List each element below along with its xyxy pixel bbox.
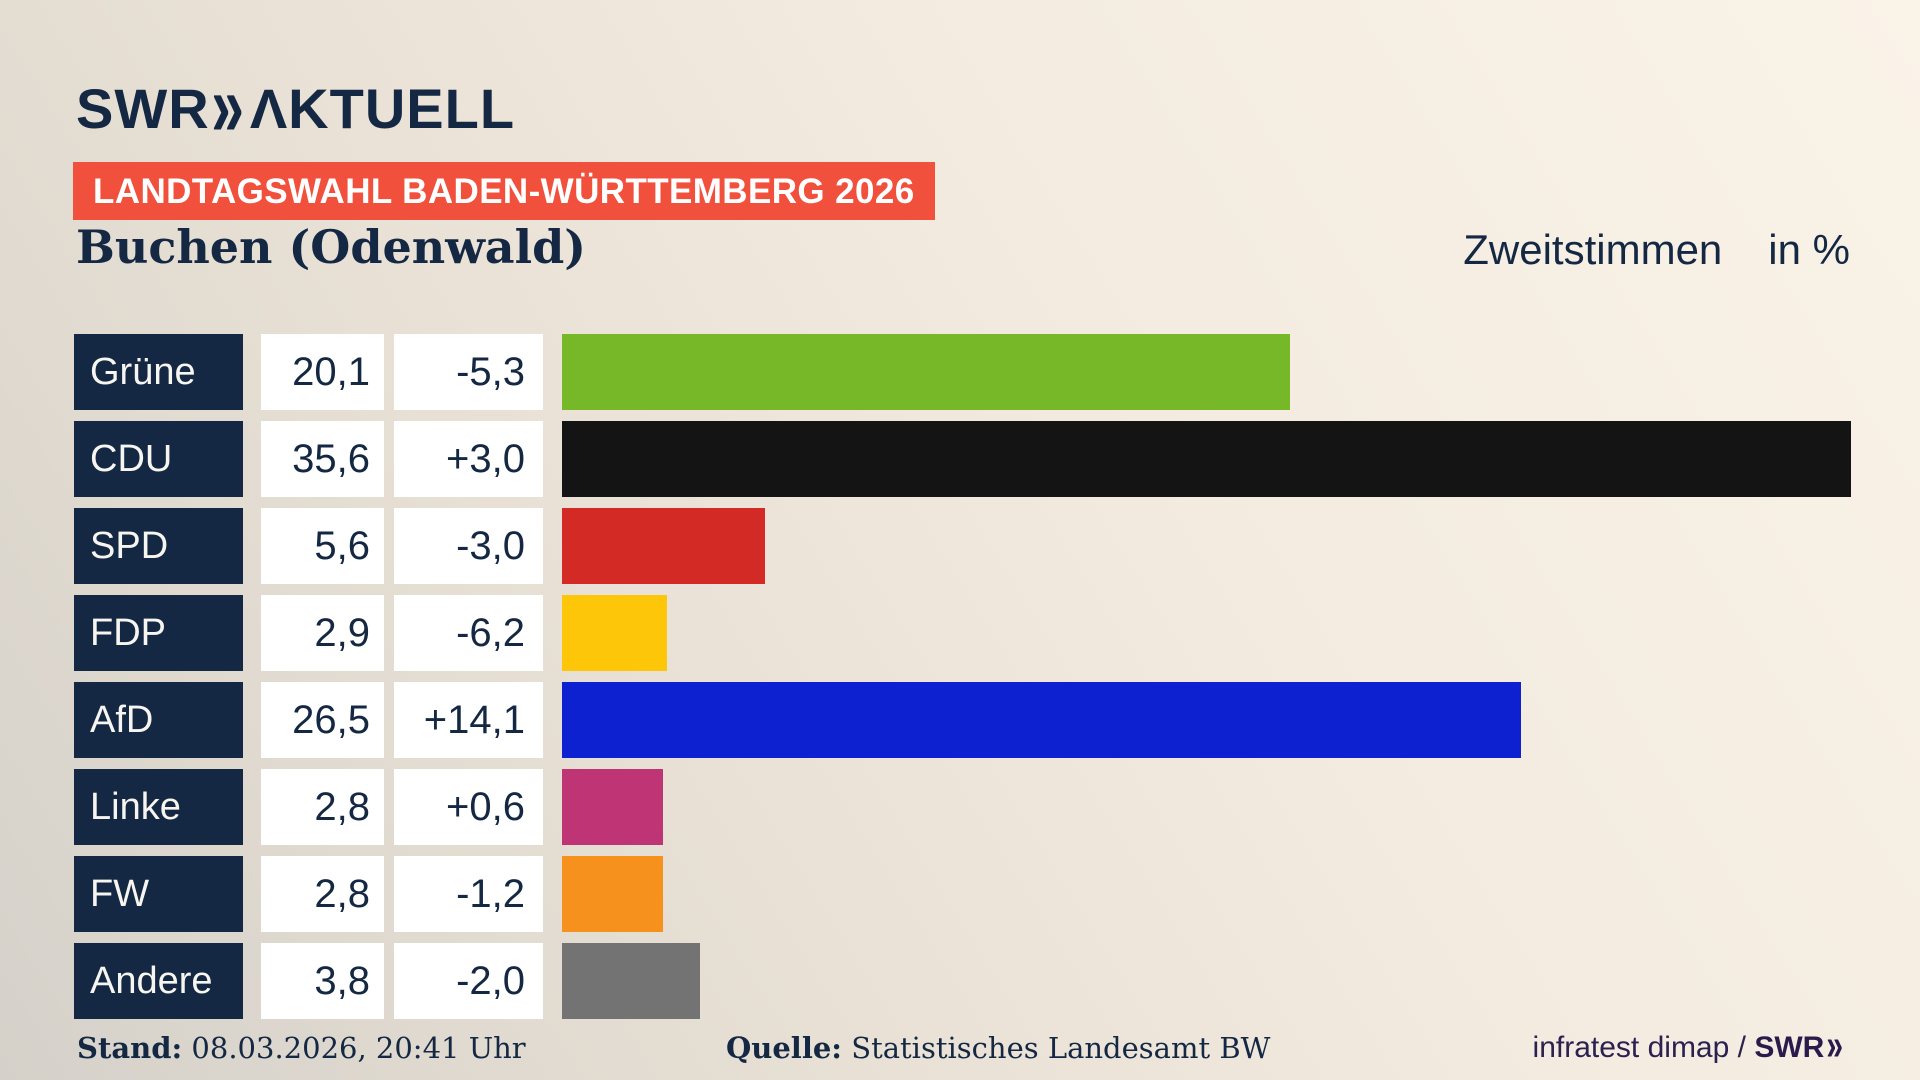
party-label: Andere <box>74 943 243 1019</box>
result-row: FDP 2,9 -6,2 <box>0 595 1920 671</box>
result-bar <box>562 595 667 671</box>
change-cell: +3,0 <box>394 421 543 497</box>
stand-timestamp: Stand: 08.03.2026, 20:41 Uhr <box>77 1031 526 1065</box>
value-cell: 2,9 <box>261 595 384 671</box>
double-chevron-icon: » <box>210 56 245 155</box>
change-cell: -3,0 <box>394 508 543 584</box>
result-row: AfD 26,5 +14,1 <box>0 682 1920 758</box>
election-banner: LANDTAGSWAHL BADEN-WÜRTTEMBERG 2026 <box>73 162 935 220</box>
quelle-label: Quelle: <box>726 1031 842 1065</box>
credit-text: infratest dimap / <box>1532 1031 1755 1064</box>
value-cell: 2,8 <box>261 769 384 845</box>
result-bar <box>562 421 1851 497</box>
change-cell: -6,2 <box>394 595 543 671</box>
result-bar <box>562 508 765 584</box>
change-cell: -1,2 <box>394 856 543 932</box>
value-cell: 35,6 <box>261 421 384 497</box>
credit-note: infratest dimap / SWR» <box>1532 1022 1843 1070</box>
source-note: Quelle: Statistisches Landesamt BW <box>726 1031 1270 1065</box>
footer: Stand: 08.03.2026, 20:41 Uhr Quelle: Sta… <box>0 1022 1920 1071</box>
logo-swr-text: SWR <box>76 77 210 140</box>
party-label: AfD <box>74 682 243 758</box>
credit-swr-logo: SWR <box>1754 1031 1825 1064</box>
party-label: Linke <box>74 769 243 845</box>
result-row: Andere 3,8 -2,0 <box>0 943 1920 1019</box>
credit-chevron-icon: » <box>1826 1021 1843 1070</box>
vote-type-label: Zweitstimmen <box>1463 226 1723 273</box>
value-cell: 2,8 <box>261 856 384 932</box>
value-cell: 20,1 <box>261 334 384 410</box>
result-row: Grüne 20,1 -5,3 <box>0 334 1920 410</box>
result-bar <box>562 682 1521 758</box>
change-cell: -2,0 <box>394 943 543 1019</box>
change-cell: -5,3 <box>394 334 543 410</box>
result-row: CDU 35,6 +3,0 <box>0 421 1920 497</box>
swr-aktuell-logo: SWR»ΛKTUELL <box>76 57 516 155</box>
result-row: FW 2,8 -1,2 <box>0 856 1920 932</box>
change-cell: +14,1 <box>394 682 543 758</box>
result-row: Linke 2,8 +0,6 <box>0 769 1920 845</box>
result-bar <box>562 856 663 932</box>
result-bar <box>562 943 700 1019</box>
result-bar <box>562 334 1290 410</box>
quelle-value: Statistisches Landesamt BW <box>851 1031 1271 1065</box>
stand-label: Stand: <box>77 1031 183 1065</box>
party-label: SPD <box>74 508 243 584</box>
page-title: Buchen (Odenwald) <box>76 220 587 274</box>
value-cell: 3,8 <box>261 943 384 1019</box>
logo-aktuell-text: ΛKTUELL <box>249 77 516 140</box>
party-label: FDP <box>74 595 243 671</box>
stand-value: 08.03.2026, 20:41 Uhr <box>191 1031 526 1065</box>
party-label: FW <box>74 856 243 932</box>
party-label: Grüne <box>74 334 243 410</box>
value-cell: 26,5 <box>261 682 384 758</box>
result-bar <box>562 769 663 845</box>
vote-type-header: Zweitstimmen in % <box>1463 226 1850 274</box>
change-cell: +0,6 <box>394 769 543 845</box>
value-cell: 5,6 <box>261 508 384 584</box>
result-row: SPD 5,6 -3,0 <box>0 508 1920 584</box>
results-list: Grüne 20,1 -5,3 CDU 35,6 +3,0 SPD 5,6 -3… <box>0 334 1920 1030</box>
unit-label: in % <box>1768 226 1850 273</box>
party-label: CDU <box>74 421 243 497</box>
